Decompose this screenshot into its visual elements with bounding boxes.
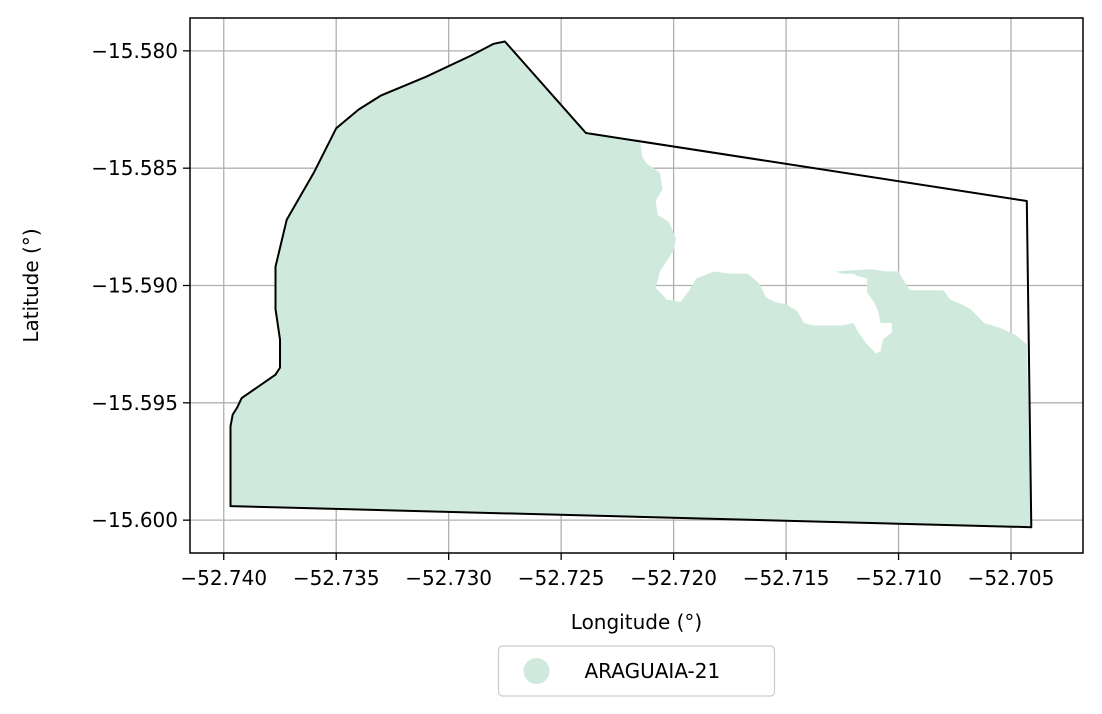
- x-tick-label: −52.705: [968, 566, 1055, 590]
- legend-box: [497, 645, 776, 697]
- plot-area: −52.740 −52.735 −52.730 −52.725 −52.720 −52.7…: [91, 17, 1084, 590]
- x-axis-ticks: −52.740 −52.735 −52.730 −52.725 −52.720 −52.7…: [180, 553, 1054, 590]
- legend: ARAGUAIA-21: [497, 645, 776, 697]
- legend-marker-araguaia-21: [523, 658, 550, 684]
- y-axis-label: Latitude (°): [19, 228, 43, 342]
- y-tick-label: −15.595: [91, 391, 178, 415]
- x-axis-label: Longitude (°): [571, 610, 702, 634]
- x-tick-label: −52.735: [293, 566, 380, 590]
- x-tick-label: −52.725: [518, 566, 605, 590]
- y-tick-label: −15.580: [91, 39, 178, 63]
- y-tick-label: −15.600: [91, 508, 178, 532]
- y-tick-label: −15.585: [91, 156, 178, 180]
- x-tick-label: −52.740: [180, 566, 267, 590]
- x-tick-label: −52.730: [405, 566, 492, 590]
- legend-label-araguaia-21: ARAGUAIA-21: [585, 659, 721, 683]
- y-tick-label: −15.590: [91, 274, 178, 298]
- x-tick-label: −52.715: [743, 566, 830, 590]
- x-tick-label: −52.710: [855, 566, 942, 590]
- boundary-outline: [229, 40, 1033, 529]
- x-tick-label: −52.720: [630, 566, 717, 590]
- y-axis-ticks: −15.580 −15.585 −15.590 −15.595 −15.600: [91, 39, 190, 532]
- land-cover-polygon-araguaia-21: [230, 41, 1032, 528]
- map-layer: [229, 40, 1033, 529]
